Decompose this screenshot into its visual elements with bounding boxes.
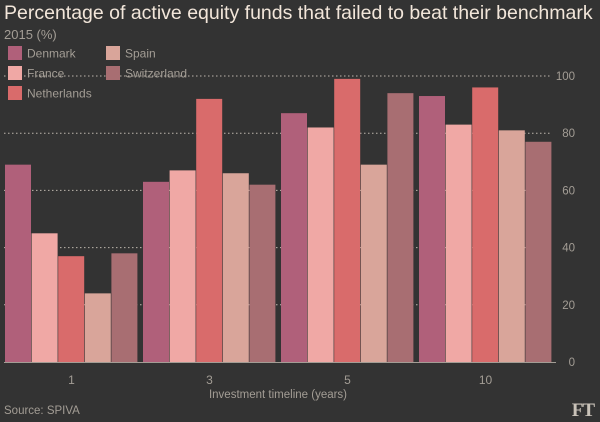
legend-label-france: France [27,67,65,81]
y-tick-label: 40 [562,243,575,255]
bar-france-10 [445,124,472,363]
legend-label-netherlands: Netherlands [27,87,92,101]
bar-spain-3 [222,173,249,362]
x-axis-label: Investment timeline (years) [208,389,348,401]
ft-logo: FT [571,400,595,421]
legend-label-denmark: Denmark [27,47,77,61]
legend-swatch-france [8,66,22,80]
bar-switzerland-1 [111,253,138,362]
x-tick-label: 1 [68,373,75,387]
bar-denmark-10 [419,96,445,363]
legend-label-switzerland: Switzerland [125,67,187,81]
x-tick-label: 5 [344,373,351,387]
bar-netherlands-3 [196,98,223,362]
bar-switzerland-3 [249,184,276,362]
y-tick-label: 100 [556,71,575,83]
bar-switzerland-5 [387,93,414,362]
legend-swatch-netherlands [8,86,22,100]
y-tick-label: 80 [562,128,575,140]
bar-denmark-3 [143,181,169,362]
legend-swatch-denmark [8,46,22,60]
bar-netherlands-5 [334,78,361,363]
y-tick-label: 20 [562,300,575,312]
bar-france-5 [307,127,334,362]
source-note: Source: SPIVA [4,405,80,417]
y-tick-label: 60 [562,185,575,197]
bar-spain-1 [84,293,111,362]
legend-swatch-switzerland [106,66,120,80]
legend-label-spain: Spain [125,47,156,61]
bar-netherlands-10 [472,87,499,362]
bar-spain-5 [360,164,387,362]
bar-france-1 [31,233,58,362]
x-tick-label: 3 [206,373,213,387]
bar-france-3 [169,170,196,362]
chart-title: Percentage of active equity funds that f… [4,2,593,24]
bar-netherlands-1 [58,256,85,362]
chart-subtitle: 2015 (%) [4,27,57,42]
bar-denmark-1 [5,164,31,362]
bar-spain-10 [498,130,525,362]
legend-swatch-spain [106,46,120,60]
bar-denmark-5 [281,113,307,363]
x-tick-label: 10 [479,373,493,387]
bar-switzerland-10 [525,141,552,362]
y-tick-label: 0 [569,357,575,369]
